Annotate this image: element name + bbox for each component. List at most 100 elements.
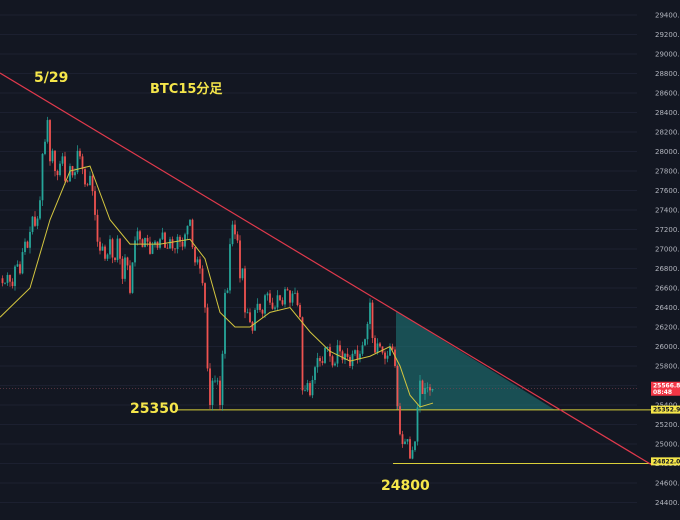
price-tag bbox=[651, 457, 680, 466]
candle-body bbox=[396, 366, 399, 407]
price-tag-label: 25352.96 bbox=[653, 407, 680, 414]
y-tick-label: 26000.00 bbox=[655, 343, 680, 351]
candle-body bbox=[276, 295, 279, 308]
candle-body bbox=[389, 346, 391, 356]
candle-body bbox=[94, 191, 96, 215]
candle-body bbox=[309, 383, 311, 396]
candle-body bbox=[139, 231, 141, 240]
candle-body bbox=[206, 307, 209, 369]
candle-body bbox=[136, 231, 139, 241]
y-tick-label: 26200.00 bbox=[655, 324, 680, 332]
candle-body bbox=[44, 141, 46, 154]
candle-body bbox=[39, 200, 41, 219]
candle-body bbox=[161, 232, 164, 240]
candle-body bbox=[274, 307, 276, 309]
candle-body bbox=[154, 241, 156, 245]
candle-body bbox=[171, 239, 174, 249]
descending-trendline[interactable] bbox=[0, 72, 653, 466]
candle-body bbox=[194, 247, 196, 263]
y-tick-label: 27800.00 bbox=[655, 168, 680, 176]
candle-body bbox=[114, 257, 116, 260]
support-label-24800: 24800 bbox=[381, 478, 430, 494]
price-tag bbox=[651, 405, 680, 414]
candle-body bbox=[259, 303, 261, 310]
candle-body bbox=[421, 380, 424, 395]
candle-body bbox=[146, 238, 149, 242]
candle-body bbox=[174, 248, 176, 250]
candle-body bbox=[149, 241, 151, 254]
candle-body bbox=[264, 295, 266, 314]
y-tick-label: 27400.00 bbox=[655, 207, 680, 215]
candle-body bbox=[414, 441, 416, 451]
candle-body bbox=[409, 439, 411, 459]
candle-body bbox=[169, 239, 171, 249]
candle-body bbox=[346, 353, 349, 357]
candle-body bbox=[81, 156, 84, 170]
candle-body bbox=[36, 218, 39, 226]
price-tag bbox=[651, 381, 680, 396]
candle-body bbox=[191, 219, 194, 248]
candle-body bbox=[24, 241, 26, 253]
candle-body bbox=[209, 368, 211, 405]
candle-body bbox=[89, 175, 91, 186]
y-tick-label: 28000.00 bbox=[655, 148, 680, 156]
candle-body bbox=[6, 274, 9, 283]
candle-body bbox=[51, 150, 54, 162]
candle-body bbox=[214, 380, 216, 382]
candle-body bbox=[11, 281, 14, 287]
candle-body bbox=[54, 150, 56, 171]
candle-body bbox=[416, 407, 419, 442]
candle-body bbox=[319, 358, 321, 362]
candlesticks-layer bbox=[1, 116, 434, 460]
candle-body bbox=[261, 309, 264, 314]
y-tick-label: 24400.00 bbox=[655, 499, 680, 507]
candle-body bbox=[156, 241, 159, 248]
candle-body bbox=[241, 268, 244, 279]
candle-body bbox=[109, 239, 111, 255]
candle-body bbox=[79, 150, 81, 157]
candle-body bbox=[361, 345, 364, 354]
candle-body bbox=[111, 239, 114, 258]
candle-body bbox=[291, 293, 294, 303]
candle-body bbox=[41, 153, 44, 201]
candle-body bbox=[141, 239, 144, 248]
candle-body bbox=[239, 240, 241, 279]
candle-body bbox=[201, 268, 204, 284]
candle-body bbox=[21, 252, 24, 274]
y-tick-label: 26400.00 bbox=[655, 304, 680, 312]
support-label-25350: 25350 bbox=[130, 401, 179, 417]
candle-body bbox=[251, 322, 254, 331]
candle-body bbox=[299, 305, 301, 318]
candle-body bbox=[1, 278, 4, 284]
candle-body bbox=[216, 380, 219, 382]
candle-body bbox=[49, 120, 51, 162]
candle-body bbox=[66, 180, 69, 182]
candle-body bbox=[151, 244, 154, 254]
candle-body bbox=[426, 387, 429, 389]
candle-body bbox=[281, 300, 284, 305]
y-tick-label: 29200.00 bbox=[655, 31, 680, 39]
candle-body bbox=[314, 367, 316, 381]
candle-body bbox=[84, 169, 86, 185]
candle-body bbox=[91, 175, 94, 192]
candle-body bbox=[4, 282, 6, 284]
candle-body bbox=[391, 346, 394, 350]
candle-body bbox=[179, 236, 181, 242]
candle-body bbox=[344, 353, 346, 360]
candle-body bbox=[56, 171, 59, 176]
candle-body bbox=[374, 337, 376, 353]
candle-body bbox=[326, 347, 329, 348]
candle-body bbox=[26, 241, 29, 248]
candle-body bbox=[61, 156, 64, 164]
candle-body bbox=[29, 231, 31, 248]
candle-body bbox=[316, 358, 319, 368]
candle-body bbox=[99, 241, 101, 251]
candle-body bbox=[424, 387, 426, 395]
triangle-zone bbox=[396, 311, 555, 410]
y-tick-label: 27000.00 bbox=[655, 246, 680, 254]
candle-body bbox=[46, 120, 49, 142]
candle-body bbox=[311, 380, 314, 396]
candle-body bbox=[331, 356, 334, 366]
candle-body bbox=[144, 238, 146, 248]
